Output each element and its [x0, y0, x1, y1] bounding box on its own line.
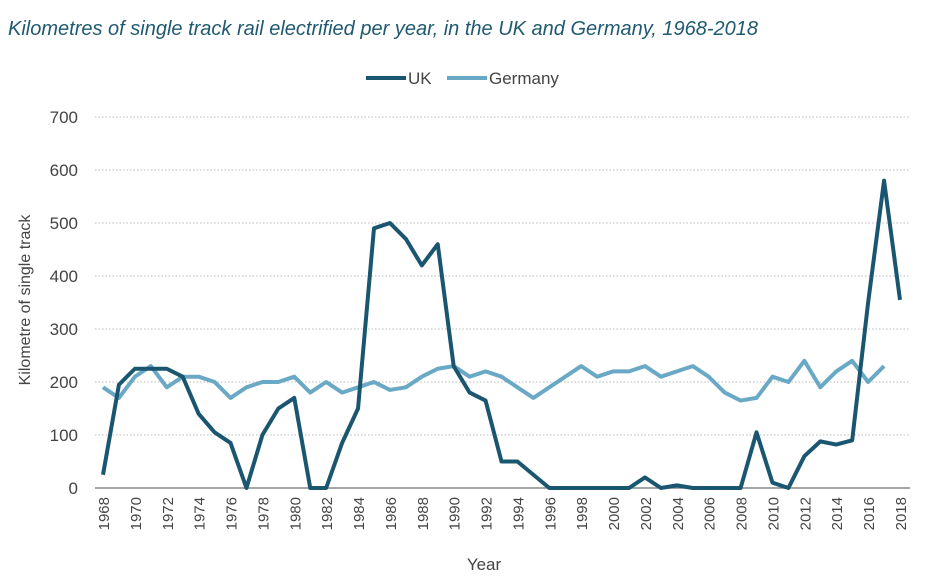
y-tick-label: 700 [50, 108, 78, 127]
x-tick-label: 1980 [287, 497, 304, 530]
x-tick-label: 1982 [319, 497, 336, 530]
x-tick-label: 1976 [224, 497, 241, 530]
y-tick-label: 600 [50, 161, 78, 180]
x-tick-label: 1978 [255, 497, 272, 530]
x-tick-label: 2016 [861, 497, 878, 530]
x-tick-label: 1968 [96, 497, 113, 530]
x-tick-label: 1986 [383, 497, 400, 530]
y-tick-label: 400 [50, 267, 78, 286]
x-axis-label: Year [467, 555, 502, 574]
x-tick-label: 2006 [702, 497, 719, 530]
x-tick-label: 1990 [447, 497, 464, 530]
x-tick-label: 2010 [765, 497, 782, 530]
y-tick-label: 0 [69, 479, 78, 498]
x-tick-label: 1972 [160, 497, 177, 530]
legend-label-germany: Germany [489, 69, 559, 88]
x-tick-label: 1984 [351, 497, 368, 530]
x-tick-label: 2000 [606, 497, 623, 530]
x-tick-label: 1988 [415, 497, 432, 530]
y-axis-label: Kilometre of single track [17, 214, 34, 386]
x-tick-label: 2012 [797, 497, 814, 530]
x-tick-label: 1970 [128, 497, 145, 530]
x-tick-label: 2018 [893, 497, 910, 530]
x-tick-label: 1994 [510, 497, 527, 530]
x-tick-label: 2002 [638, 497, 655, 530]
x-tick-label: 2014 [829, 497, 846, 530]
x-tick-label: 1992 [479, 497, 496, 530]
y-tick-label: 100 [50, 426, 78, 445]
x-tick-label: 2008 [734, 497, 751, 530]
chart-title: Kilometres of single track rail electrif… [8, 18, 758, 40]
x-tick-label: 1996 [542, 497, 559, 530]
legend-label-uk: UK [408, 69, 432, 88]
x-tick-label: 1998 [574, 497, 591, 530]
series-line-uk [101, 178, 902, 490]
x-tick-label: 1974 [192, 497, 209, 530]
y-tick-label: 200 [50, 373, 78, 392]
y-tick-label: 300 [50, 320, 78, 339]
y-tick-label: 500 [50, 214, 78, 233]
x-tick-label: 2004 [670, 497, 687, 530]
series-line-germany [101, 358, 886, 403]
